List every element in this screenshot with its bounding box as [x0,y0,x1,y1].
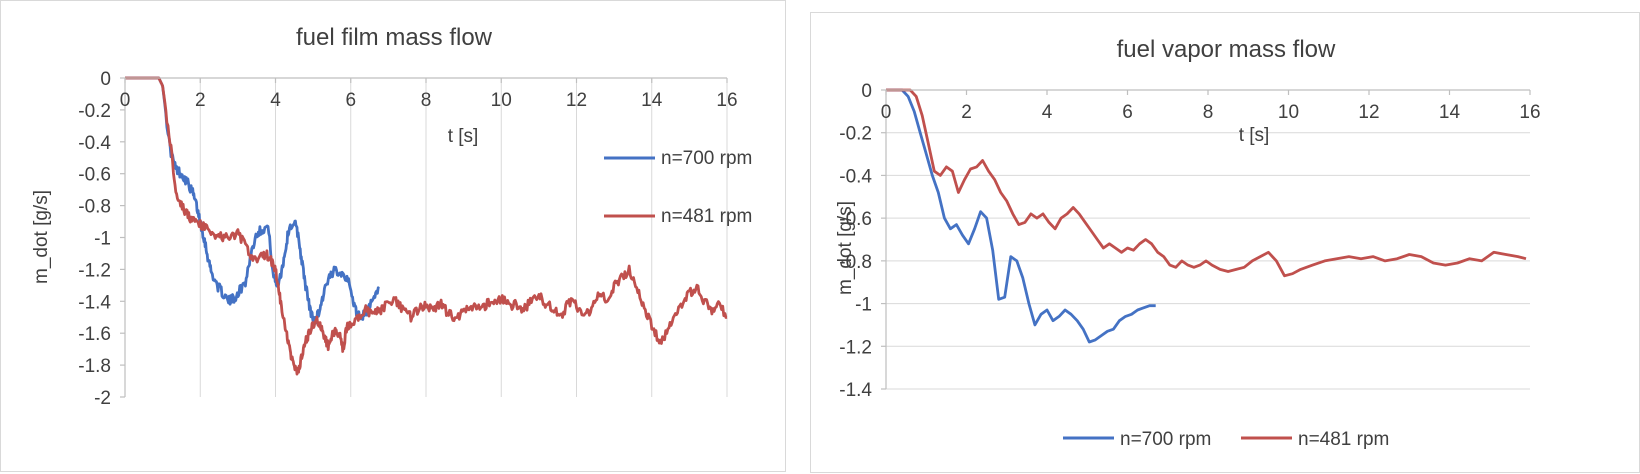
legend-label-n481: n=481 rpm [661,206,752,227]
x-tick-label: 2 [195,90,206,111]
legend-label-n481: n=481 rpm [1298,429,1389,450]
axes: 0 2 4 6 8 10 12 14 16 0 -0.2 -0.4 -0.6 -0.8 -1 -1.2 -1.4 [839,81,1540,401]
y-axis-label: m_dot [g/s] [835,201,856,295]
x-tick-label: 6 [345,90,356,111]
x-tick-label: 4 [1042,102,1053,123]
legend: n=700 rpm n=481 rpm [1063,429,1389,450]
y-axis-label: m_dot [g/s] [31,190,52,284]
series-lines [125,76,728,376]
y-tick-label: -1 [855,295,872,316]
y-tick-label: -0.6 [78,165,111,186]
series-line-n-481-rpm [125,76,728,376]
y-tick-label: -1.2 [839,337,872,358]
chart-panel-vapor: fuel vapor mass flow 0 2 4 6 8 10 12 14 16 0 -0.2 -… [810,12,1640,473]
y-tick-label: -2 [94,388,111,409]
x-tick-label: 8 [1203,102,1214,123]
y-tick-label: -0.6 [839,209,872,230]
x-tick-label: 16 [716,90,737,111]
y-tick-label: -0.8 [839,252,872,273]
y-tick-label: -0.8 [78,197,111,218]
series-line-n-700-rpm [125,76,380,325]
axes: 0 2 4 6 8 10 12 14 16 0 -0.2 -0.4 -0.6 -0.8 -1 -1.2 -1.4… [78,69,737,409]
chart-film: fuel film mass flow 0 2 4 6 8 10 12 14 16 0 -0.2 -0… [31,24,752,409]
y-tick-label: -1.4 [78,292,111,313]
x-tick-label: 8 [421,90,432,111]
x-tick-label: 16 [1519,102,1540,123]
y-tick-label: -1.2 [78,260,111,281]
y-tick-label: -0.2 [839,124,872,145]
x-tick-label: 0 [120,90,131,111]
series-lines [886,88,1527,344]
x-tick-label: 12 [1358,102,1379,123]
y-tick-label: -0.4 [78,133,111,154]
x-tick-label: 2 [961,102,972,123]
x-tick-label: 12 [566,90,587,111]
legend: n=700 rpm n=481 rpm [604,148,752,227]
x-tick-label: 14 [1439,102,1461,123]
y-tick-label: 0 [861,81,872,102]
chart-panel-film: fuel film mass flow 0 2 4 6 8 10 12 14 16 0 -0.2 -0… [0,0,786,472]
y-tick-label: -0.4 [839,166,872,187]
legend-label-n700: n=700 rpm [1120,429,1211,450]
chart-title: fuel film mass flow [296,24,493,51]
series-line-n-700-rpm [886,88,1156,344]
y-tick-label: -1.8 [78,356,111,377]
x-tick-label: 6 [1122,102,1133,123]
y-tick-label: 0 [100,69,111,90]
chart-title: fuel vapor mass flow [1117,36,1336,63]
y-tick-label: -0.2 [78,101,111,122]
x-tick-label: 4 [270,90,281,111]
y-tick-label: -1.6 [78,324,111,345]
series-line-n-481-rpm [886,88,1527,278]
x-tick-label: 10 [491,90,512,111]
x-tick-label: 0 [881,102,892,123]
x-tick-label: 14 [641,90,663,111]
y-tick-label: -1 [94,229,111,250]
chart-vapor: fuel vapor mass flow 0 2 4 6 8 10 12 14 16 0 -0.2 -… [835,36,1541,450]
y-tick-label: -1.4 [839,380,872,401]
legend-label-n700: n=700 rpm [661,148,752,169]
x-axis-label: t [s] [1239,125,1270,146]
grid-lines [199,78,728,397]
x-axis-label: t [s] [448,126,479,147]
x-tick-label: 10 [1278,102,1299,123]
